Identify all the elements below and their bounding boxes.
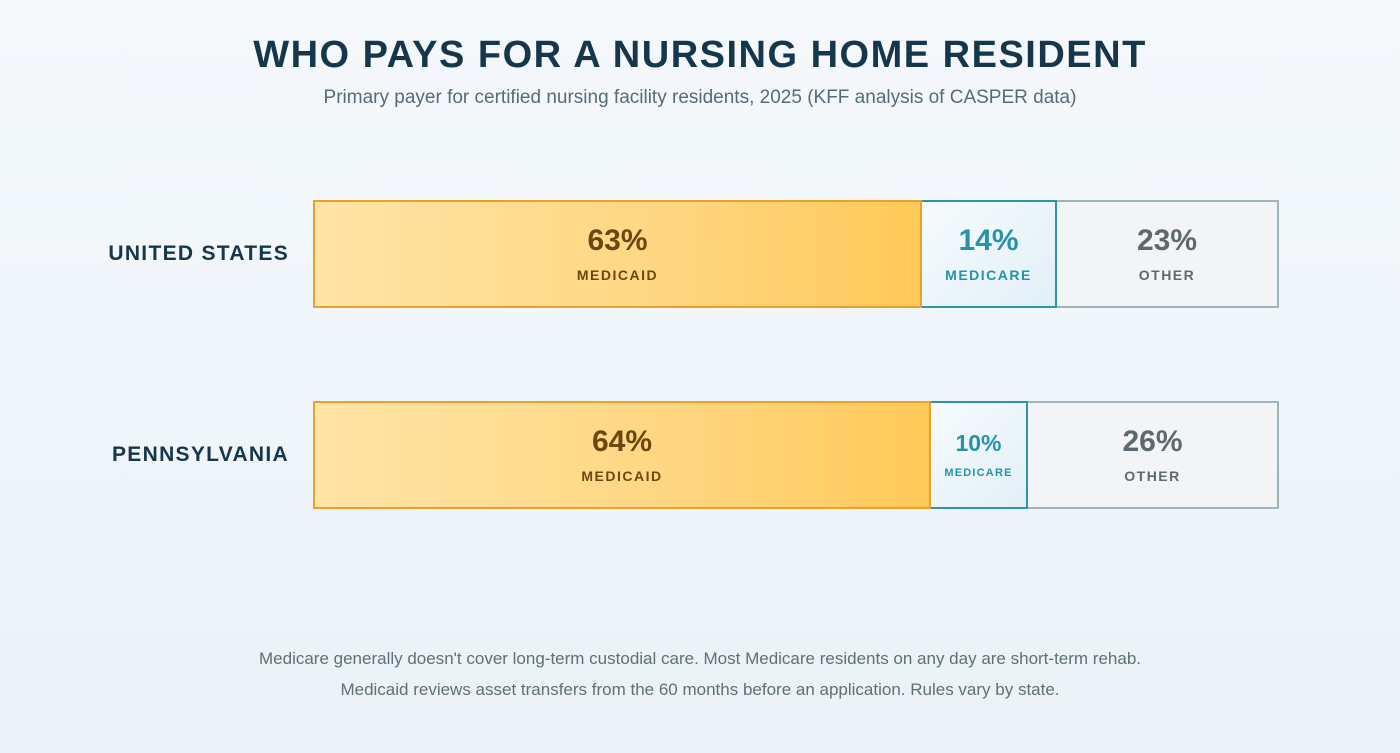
bar-segment-other: 23% OTHER: [1057, 200, 1279, 308]
segment-label-other: OTHER: [1138, 266, 1196, 283]
bar-segment-medicare: 14% MEDICARE: [922, 200, 1057, 308]
footnote-medicare: Medicare generally doesn't cover long-te…: [259, 649, 1141, 668]
bar-segment-medicaid: 64% MEDICAID: [313, 401, 931, 509]
data-label-medicare: 14%: [958, 223, 1019, 257]
segment-label-medicaid: MEDICAID: [581, 467, 663, 484]
data-label-medicare: 10%: [955, 430, 1002, 456]
segment-label-medicare: MEDICARE: [945, 266, 1032, 283]
segment-label-medicaid: MEDICAID: [576, 266, 659, 283]
data-label-other: 26%: [1122, 424, 1183, 458]
segment-label-other: OTHER: [1124, 467, 1181, 484]
segment-label-medicare: MEDICARE: [944, 467, 1013, 479]
bar-segment-other: 26% OTHER: [1028, 401, 1279, 509]
data-label-medicaid: 64%: [591, 424, 653, 458]
row-label-united-states: UNITED STATES: [108, 242, 289, 265]
chart-subtitle: Primary payer for certified nursing faci…: [323, 87, 1077, 108]
row-label-pennsylvania: PENNSYLVANIA: [111, 443, 289, 466]
stacked-bar-pennsylvania: 64% MEDICAID 10% MEDICARE 26% OTHER: [313, 401, 1279, 509]
bar-segment-medicaid: 63% MEDICAID: [313, 200, 922, 308]
footnote-medicaid: Medicaid reviews asset transfers from th…: [340, 680, 1060, 699]
bar-segment-medicare: 10% MEDICARE: [931, 401, 1028, 509]
data-label-other: 23%: [1136, 223, 1198, 257]
data-label-medicaid: 63%: [587, 223, 648, 257]
chart-title: WHO PAYS FOR A NURSING HOME RESIDENT: [253, 34, 1147, 76]
stacked-bar-united-states: 63% MEDICAID 14% MEDICARE 23% OTHER: [313, 200, 1279, 308]
